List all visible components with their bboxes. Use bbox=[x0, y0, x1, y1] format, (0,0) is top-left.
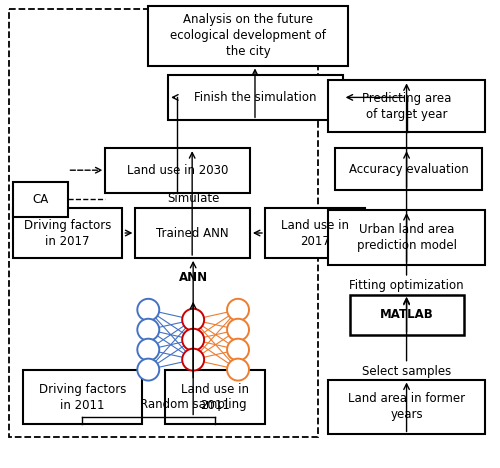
Text: Simulate: Simulate bbox=[167, 191, 220, 205]
FancyBboxPatch shape bbox=[350, 295, 465, 335]
Circle shape bbox=[227, 358, 249, 380]
FancyBboxPatch shape bbox=[12, 182, 68, 217]
Text: MATLAB: MATLAB bbox=[380, 308, 434, 321]
Text: Urban land area
prediction model: Urban land area prediction model bbox=[356, 223, 456, 252]
Text: Driving factors
in 2011: Driving factors in 2011 bbox=[39, 382, 126, 411]
FancyBboxPatch shape bbox=[335, 148, 482, 190]
Text: Fitting optimization: Fitting optimization bbox=[350, 279, 464, 292]
FancyBboxPatch shape bbox=[168, 75, 342, 120]
Circle shape bbox=[227, 299, 249, 321]
FancyBboxPatch shape bbox=[265, 208, 364, 258]
FancyBboxPatch shape bbox=[22, 370, 142, 424]
Circle shape bbox=[138, 358, 160, 380]
Circle shape bbox=[182, 309, 204, 331]
FancyBboxPatch shape bbox=[328, 380, 486, 434]
Circle shape bbox=[182, 329, 204, 351]
FancyBboxPatch shape bbox=[148, 6, 348, 66]
Text: Accuracy evaluation: Accuracy evaluation bbox=[348, 163, 469, 176]
Text: CA: CA bbox=[32, 193, 48, 206]
Text: ANN: ANN bbox=[178, 271, 208, 285]
Text: Land use in 2030: Land use in 2030 bbox=[127, 164, 228, 177]
Text: Land use in
2011: Land use in 2011 bbox=[181, 382, 249, 411]
Circle shape bbox=[182, 349, 204, 371]
Text: Land area in former
years: Land area in former years bbox=[348, 393, 465, 422]
Text: Analysis on the future
ecological development of
the city: Analysis on the future ecological develo… bbox=[170, 13, 326, 58]
Text: Random sampling: Random sampling bbox=[140, 398, 246, 411]
Circle shape bbox=[138, 299, 160, 321]
Circle shape bbox=[227, 339, 249, 361]
Text: Predicting area
of target year: Predicting area of target year bbox=[362, 92, 452, 121]
Circle shape bbox=[138, 339, 160, 361]
Text: Driving factors
in 2017: Driving factors in 2017 bbox=[24, 219, 111, 248]
Text: Land use in
2017: Land use in 2017 bbox=[281, 219, 349, 248]
FancyBboxPatch shape bbox=[165, 370, 265, 424]
Circle shape bbox=[227, 319, 249, 341]
Circle shape bbox=[138, 319, 160, 341]
FancyBboxPatch shape bbox=[328, 210, 486, 265]
Text: Finish the simulation: Finish the simulation bbox=[194, 91, 316, 104]
Text: Trained ANN: Trained ANN bbox=[156, 227, 229, 240]
FancyBboxPatch shape bbox=[106, 148, 250, 193]
FancyBboxPatch shape bbox=[136, 208, 250, 258]
FancyBboxPatch shape bbox=[12, 208, 122, 258]
FancyBboxPatch shape bbox=[328, 80, 486, 132]
Text: Select samples: Select samples bbox=[362, 365, 451, 378]
